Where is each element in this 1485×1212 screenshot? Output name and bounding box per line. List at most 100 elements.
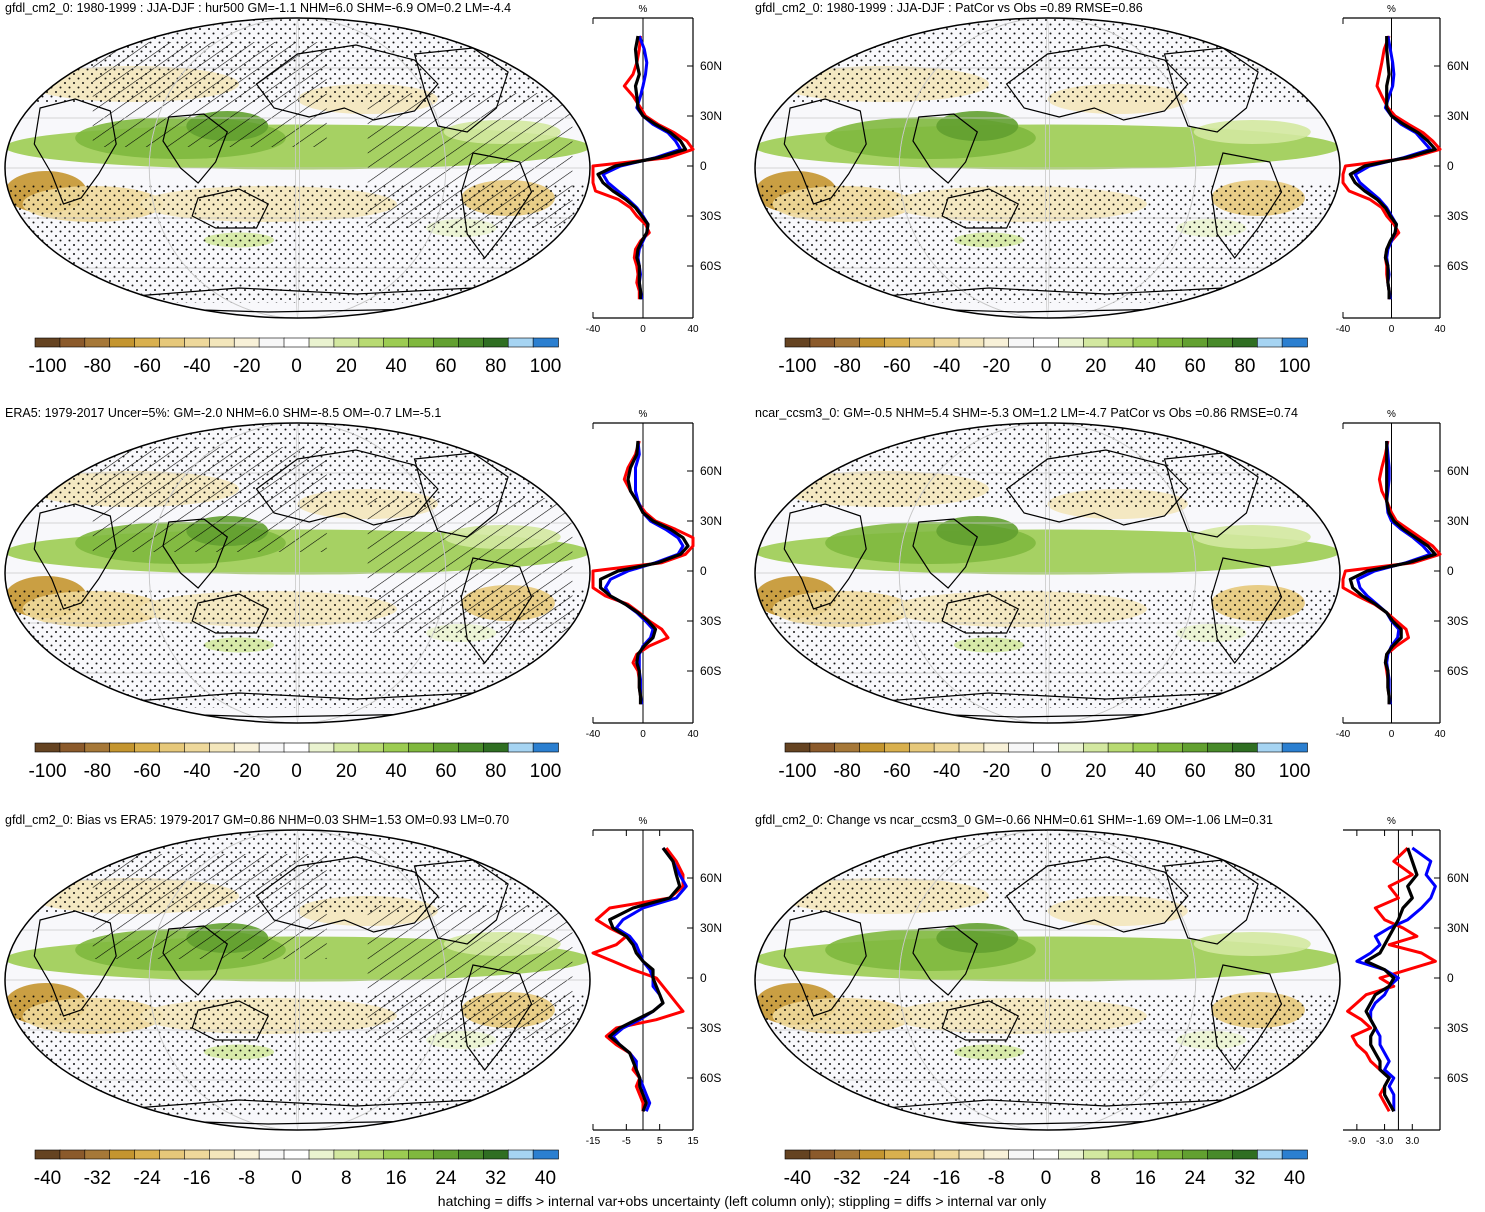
colorbar-label: -8 xyxy=(238,1168,255,1189)
map-border xyxy=(4,17,591,319)
colorbar-label: 60 xyxy=(435,761,456,782)
colorbar-swatch xyxy=(159,1149,186,1160)
colorbar-swatch xyxy=(109,1149,136,1160)
profile-line-black xyxy=(608,847,682,1112)
map-shading-region xyxy=(1193,525,1311,549)
colorbar-label: -20 xyxy=(233,761,260,782)
colorbar-label: -60 xyxy=(883,761,910,782)
panel-title: gfdl_cm2_0: 1980-1999 : JJA-DJF : hur500… xyxy=(5,1,511,15)
profile-lat-label: 30S xyxy=(700,1021,721,1035)
colorbar-label: -40 xyxy=(183,761,210,782)
colorbar-label: -20 xyxy=(233,356,260,377)
colorbar-swatch xyxy=(809,337,836,348)
profile-x-tick-label: -9.0 xyxy=(1348,1136,1366,1147)
colorbar-swatch xyxy=(983,337,1010,348)
colorbar-swatch xyxy=(532,1149,559,1160)
colorbar-label: 80 xyxy=(1234,356,1255,377)
colorbar-swatch xyxy=(1281,742,1308,753)
colorbar-label: 100 xyxy=(1279,761,1311,782)
colorbar: -100 -80 -60 -40 -20 0 20 40 60 80 100 xyxy=(28,337,562,377)
colorbar-label: 60 xyxy=(435,356,456,377)
colorbar-swatch xyxy=(908,742,935,753)
colorbar-swatch xyxy=(84,742,111,753)
colorbar-swatch xyxy=(383,1149,410,1160)
profile-unit: % xyxy=(639,409,648,420)
colorbar-swatch xyxy=(109,742,136,753)
coastline xyxy=(460,557,533,664)
colorbar-swatch xyxy=(233,1149,260,1160)
colorbar-swatch xyxy=(34,742,61,753)
colorbar-swatch xyxy=(433,1149,460,1160)
coastline xyxy=(162,518,229,589)
colorbar-swatch xyxy=(109,337,136,348)
profile-unit: % xyxy=(1387,409,1396,420)
colorbar-swatch xyxy=(283,337,310,348)
profile-lat-label: 30S xyxy=(1447,209,1468,223)
profile-lat-label: 0 xyxy=(700,971,707,985)
profile-lat-label: 30N xyxy=(700,921,722,935)
coastline xyxy=(162,925,229,996)
zonal-mean-profile: % 60N 30N 0 30S 60S -40 0 40 xyxy=(586,409,722,740)
colorbar-swatch xyxy=(258,742,285,753)
panel-3: ERA5: 1979-2017 Uncer=5%: GM=-2.0 NHM=6.… xyxy=(4,406,722,782)
colorbar-swatch xyxy=(358,1149,385,1160)
profile-x-tick-label: 40 xyxy=(687,324,699,335)
colorbar-swatch xyxy=(1207,742,1234,753)
coastline xyxy=(1005,856,1189,933)
panel-5: gfdl_cm2_0: Bias vs ERA5: 1979-2017 GM=0… xyxy=(4,813,722,1189)
zonal-mean-profile: % 60N 30N 0 30S 60S -9.0 -3.0 3.0 xyxy=(1343,816,1469,1147)
coastline xyxy=(33,503,117,610)
colorbar-label: 100 xyxy=(530,356,562,377)
colorbar-label: 20 xyxy=(336,356,357,377)
colorbar-label: -20 xyxy=(983,761,1010,782)
profile-lat-label: 60S xyxy=(700,664,721,678)
profile-unit: % xyxy=(639,816,648,827)
colorbar-swatch xyxy=(1257,1149,1284,1160)
colorbar-swatch xyxy=(482,337,509,348)
colorbar-swatch xyxy=(834,742,861,753)
colorbar-swatch xyxy=(958,1149,985,1160)
colorbar-swatch xyxy=(1008,1149,1035,1160)
profile-x-tick-label: 0 xyxy=(640,324,646,335)
profile-lat-label: 30N xyxy=(700,109,722,123)
colorbar-swatch xyxy=(884,1149,911,1160)
coastline xyxy=(941,188,1020,229)
colorbar-label: -60 xyxy=(133,356,160,377)
colorbar-swatch xyxy=(1182,337,1209,348)
colorbar-label: 8 xyxy=(1090,1168,1101,1189)
coastline xyxy=(191,188,270,229)
coastline xyxy=(1210,152,1283,259)
profile-lat-label: 60N xyxy=(1447,59,1469,73)
hatching xyxy=(92,447,327,552)
colorbar-label: 40 xyxy=(386,761,407,782)
colorbar: -100 -80 -60 -40 -20 0 20 40 60 80 100 xyxy=(28,742,561,782)
colorbar-swatch xyxy=(433,337,460,348)
profile-unit: % xyxy=(1387,4,1396,15)
profile-line-red xyxy=(591,847,685,1112)
profile-lat-label: 0 xyxy=(700,564,707,578)
colorbar-swatch xyxy=(1157,742,1184,753)
coastline xyxy=(1163,859,1259,945)
colorbar-swatch xyxy=(258,337,285,348)
colorbar: -40 -32 -24 -16 -8 0 8 16 24 32 40 xyxy=(34,1149,559,1189)
zonal-mean-profile: % 60N 30N 0 30S 60S -40 0 40 xyxy=(1336,4,1469,335)
coastline xyxy=(912,518,979,589)
stippling xyxy=(755,183,1340,303)
colorbar-swatch xyxy=(59,337,86,348)
coastline xyxy=(33,98,117,205)
colorbar-swatch xyxy=(333,337,360,348)
profile-lat-label: 30S xyxy=(700,209,721,223)
colorbar-swatch xyxy=(458,337,485,348)
colorbar-label: -40 xyxy=(183,356,210,377)
colorbar-swatch xyxy=(1257,337,1284,348)
profile-lat-label: 30S xyxy=(1447,614,1468,628)
colorbar-swatch xyxy=(1281,1149,1308,1160)
colorbar-swatch xyxy=(358,742,385,753)
profile-lat-label: 60N xyxy=(700,871,722,885)
panel-title: gfdl_cm2_0: Change vs ncar_ccsm3_0 GM=-0… xyxy=(755,813,1273,827)
colorbar-swatch xyxy=(784,742,811,753)
profile-lat-label: 0 xyxy=(1447,159,1454,173)
colorbar-swatch xyxy=(1058,742,1085,753)
colorbar-label: 0 xyxy=(291,356,302,377)
profile-lat-label: 0 xyxy=(1447,971,1454,985)
